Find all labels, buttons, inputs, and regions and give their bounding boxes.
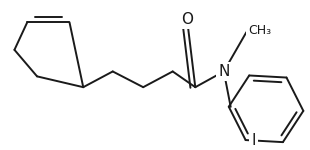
- Text: O: O: [181, 12, 193, 27]
- Text: I: I: [251, 133, 256, 148]
- Text: CH₃: CH₃: [248, 24, 272, 37]
- Text: N: N: [218, 64, 229, 79]
